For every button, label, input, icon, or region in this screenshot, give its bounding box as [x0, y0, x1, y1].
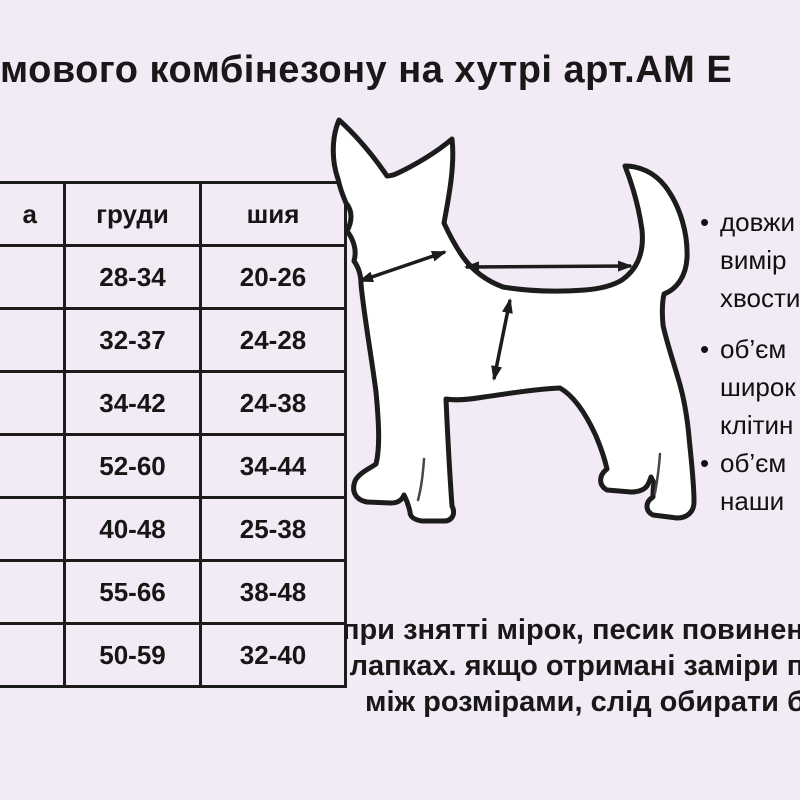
bullet-icon: • [700, 207, 710, 237]
hind-paw-seam [653, 452, 662, 495]
cell-size [0, 622, 66, 688]
cell-neck: 38-48 [199, 559, 347, 625]
note-line: об’єм [720, 334, 787, 364]
note-neck-girth: • об’єм наши [700, 444, 800, 520]
cell-chest: 55-66 [63, 559, 202, 625]
table-row: 40-48 25-38 [0, 496, 347, 562]
cell-chest: 32-37 [63, 307, 202, 373]
cell-chest: 40-48 [63, 496, 202, 562]
cell-chest: 28-34 [63, 244, 202, 310]
cell-size [0, 370, 66, 436]
cell-chest: 52-60 [63, 433, 202, 499]
cell-neck: 32-40 [199, 622, 347, 688]
front-paw-seam [416, 457, 426, 502]
table-row: 52-60 34-44 [0, 433, 347, 499]
size-table: а груди шия 28-34 20-26 32-37 24-28 34-4… [0, 181, 347, 688]
note-chest-girth: • об’єм широк клітин [700, 330, 800, 444]
note-line: об’єм [720, 448, 787, 478]
instruction-line: лапках. якщо отримані заміри пе [349, 650, 800, 682]
dog-outline-icon [330, 117, 697, 524]
cell-neck: 34-44 [199, 433, 347, 499]
table-row: 55-66 38-48 [0, 559, 347, 625]
cell-size [0, 244, 66, 310]
note-line: широк [720, 372, 796, 402]
cell-size [0, 496, 66, 562]
table-row: 28-34 20-26 [0, 244, 347, 310]
neck-girth-arrow [358, 250, 447, 283]
cell-neck: 24-38 [199, 370, 347, 436]
header-neck: шия [199, 181, 347, 247]
chest-depth-arrow [491, 298, 513, 381]
cell-chest: 34-42 [63, 370, 202, 436]
header-size: а [0, 181, 66, 247]
measurement-notes: • довжи вимір хвости • об’єм широк кліти… [700, 203, 800, 520]
table-row: 34-42 24-38 [0, 370, 347, 436]
instruction-line: при знятті мірок, песик повинен с [341, 614, 800, 646]
note-line: наши [720, 486, 785, 516]
measuring-instructions: при знятті мірок, песик повинен с лапках… [305, 612, 800, 720]
table-header-row: а груди шия [0, 181, 347, 247]
note-line: довжи [720, 207, 796, 237]
cell-chest: 50-59 [63, 622, 202, 688]
note-back-length: • довжи вимір хвости [700, 203, 800, 317]
page-title: мового комбінезону на хутрі арт.АМ Е [0, 49, 733, 91]
cell-neck: 24-28 [199, 307, 347, 373]
table-row: 32-37 24-28 [0, 307, 347, 373]
note-line: клітин [720, 410, 794, 440]
instruction-line: між розмірами, слід обирати б [365, 686, 800, 718]
cell-size [0, 307, 66, 373]
note-line: вимір [720, 245, 787, 275]
back-length-arrow [464, 260, 633, 273]
cell-size [0, 559, 66, 625]
bullet-icon: • [700, 334, 710, 364]
cell-neck: 20-26 [199, 244, 347, 310]
cell-size [0, 433, 66, 499]
note-line: хвости [720, 283, 800, 313]
table-row: 50-59 32-40 [0, 622, 347, 688]
bullet-icon: • [700, 448, 710, 478]
header-chest: груди [63, 181, 202, 247]
cell-neck: 25-38 [199, 496, 347, 562]
